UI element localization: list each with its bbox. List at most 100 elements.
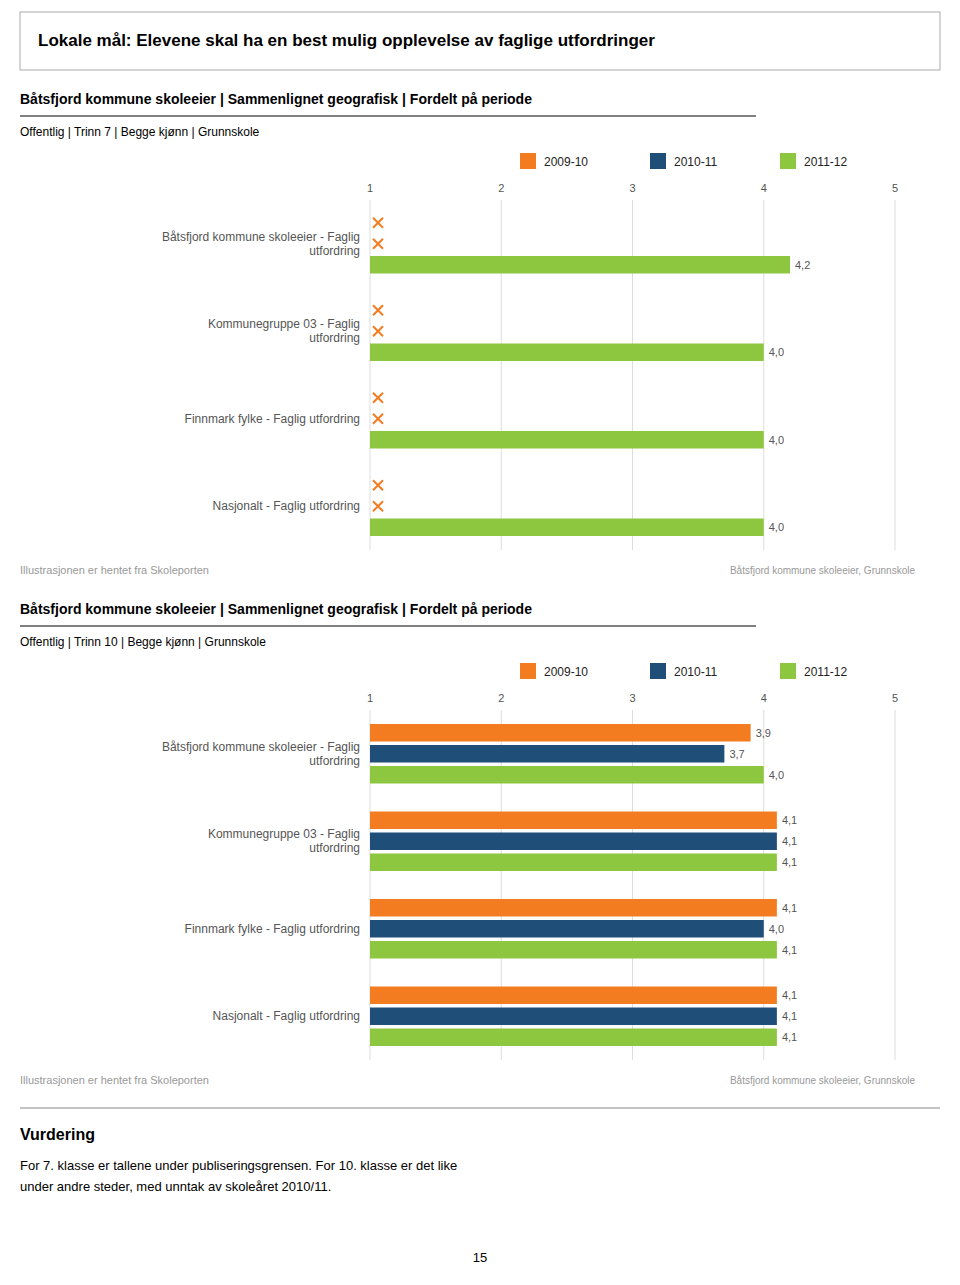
text-line: utfordring bbox=[309, 244, 360, 258]
chart-subtitle: Offentlig | Trinn 7 | Begge kjønn | Grun… bbox=[20, 125, 260, 139]
legend-swatch bbox=[650, 153, 666, 169]
separator bbox=[20, 1108, 940, 1109]
grid-line bbox=[632, 200, 633, 550]
legend-label: 2011-12 bbox=[804, 155, 847, 169]
category-label: Kommunegruppe 03 - Fagligutfordring bbox=[208, 317, 360, 345]
bars bbox=[370, 256, 790, 536]
grid-line bbox=[370, 200, 371, 550]
text-line: Kommunegruppe 03 - Faglig bbox=[208, 317, 360, 331]
text-line: utfordring bbox=[309, 331, 360, 345]
page-number: 15 bbox=[473, 1250, 487, 1265]
data-label: 4,1 bbox=[782, 856, 797, 868]
bar bbox=[370, 1029, 777, 1047]
bar bbox=[370, 987, 777, 1005]
grid-line bbox=[895, 710, 896, 1060]
data-label: 4,1 bbox=[782, 1010, 797, 1022]
watermark: Båtsfjord kommune skoleeier, Grunnskole bbox=[730, 1075, 916, 1086]
data-labels: 3,93,74,04,14,14,14,14,04,14,14,14,1 bbox=[729, 727, 797, 1044]
data-label: 4,1 bbox=[782, 902, 797, 914]
legend-label: 2010-11 bbox=[674, 155, 717, 169]
tick-label: 4 bbox=[761, 182, 767, 194]
title-rule bbox=[20, 116, 756, 117]
tick-label: 2 bbox=[498, 692, 504, 704]
category-label: Finnmark fylke - Faglig utfordring bbox=[185, 412, 360, 426]
category-label: Nasjonalt - Faglig utfordring bbox=[213, 499, 360, 513]
chart-title: Båtsfjord kommune skoleeier | Sammenlign… bbox=[20, 601, 532, 617]
grid-line bbox=[895, 200, 896, 550]
data-labels: 4,2 4,0 4,0 4,0 bbox=[373, 218, 810, 534]
source-note: Illustrasjonen er hentet fra Skoleporten bbox=[20, 564, 209, 576]
tick-label: 1 bbox=[367, 182, 373, 194]
data-label: 4,0 bbox=[769, 521, 784, 533]
missing-marker bbox=[373, 326, 383, 336]
page-title: Lokale mål: Elevene skal ha en best muli… bbox=[38, 31, 655, 50]
text-line: utfordring bbox=[309, 754, 360, 768]
grid-line bbox=[763, 200, 764, 550]
text-line: Nasjonalt - Faglig utfordring bbox=[213, 1009, 360, 1023]
category-label: Finnmark fylke - Faglig utfordring bbox=[185, 922, 360, 936]
chart-subtitle: Offentlig | Trinn 10 | Begge kjønn | Gru… bbox=[20, 635, 266, 649]
tick-label: 2 bbox=[498, 182, 504, 194]
data-label: 3,7 bbox=[729, 748, 744, 760]
x-axis: 12345 bbox=[367, 692, 898, 1060]
source-note: Illustrasjonen er hentet fra Skoleporten bbox=[20, 1074, 209, 1086]
bar bbox=[370, 812, 777, 830]
grid-line bbox=[501, 200, 502, 550]
missing-marker bbox=[373, 501, 383, 511]
legend-swatch bbox=[520, 663, 536, 679]
section-title: Vurdering bbox=[20, 1126, 95, 1143]
bar bbox=[370, 256, 790, 274]
data-label: 4,0 bbox=[769, 434, 784, 446]
tick-label: 5 bbox=[892, 692, 898, 704]
category-label: Nasjonalt - Faglig utfordring bbox=[213, 1009, 360, 1023]
legend-label: 2011-12 bbox=[804, 665, 847, 679]
bar bbox=[370, 833, 777, 851]
bar bbox=[370, 941, 777, 959]
data-label: 4,1 bbox=[782, 989, 797, 1001]
legend-label: 2010-11 bbox=[674, 665, 717, 679]
title-box bbox=[20, 12, 940, 70]
text-line: utfordring bbox=[309, 841, 360, 855]
data-label: 4,2 bbox=[795, 259, 810, 271]
bar bbox=[370, 766, 764, 784]
data-label: 4,1 bbox=[782, 835, 797, 847]
legend-swatch bbox=[780, 663, 796, 679]
data-label: 4,1 bbox=[782, 1031, 797, 1043]
category-label: Båtsfjord kommune skoleeier - Fagligutfo… bbox=[162, 740, 360, 768]
data-label: 4,1 bbox=[782, 944, 797, 956]
data-label: 4,1 bbox=[782, 814, 797, 826]
category-label: Båtsfjord kommune skoleeier - Fagligutfo… bbox=[162, 230, 360, 258]
text-line: Båtsfjord kommune skoleeier - Faglig bbox=[162, 740, 360, 754]
missing-marker bbox=[373, 218, 383, 228]
tick-label: 3 bbox=[629, 692, 635, 704]
legend-label: 2009-10 bbox=[544, 155, 588, 169]
category-label: Kommunegruppe 03 - Fagligutfordring bbox=[208, 827, 360, 855]
text-line: Finnmark fylke - Faglig utfordring bbox=[185, 412, 360, 426]
bar bbox=[370, 854, 777, 872]
missing-marker bbox=[373, 305, 383, 315]
section-text: For 7. klasse er tallene under publiseri… bbox=[20, 1158, 457, 1194]
bars bbox=[370, 724, 777, 1046]
missing-marker bbox=[373, 239, 383, 249]
tick-label: 3 bbox=[629, 182, 635, 194]
text-line: Nasjonalt - Faglig utfordring bbox=[213, 499, 360, 513]
legend-swatch bbox=[520, 153, 536, 169]
data-label: 4,0 bbox=[769, 923, 784, 935]
chart-title: Båtsfjord kommune skoleeier | Sammenlign… bbox=[20, 91, 532, 107]
text-line: Båtsfjord kommune skoleeier - Faglig bbox=[162, 230, 360, 244]
text-line: Kommunegruppe 03 - Faglig bbox=[208, 827, 360, 841]
legend: 2009-10 2010-11 2011-12 bbox=[520, 153, 847, 169]
legend-label: 2009-10 bbox=[544, 665, 588, 679]
page: Lokale mål: Elevene skal ha en best muli… bbox=[0, 0, 960, 1285]
bar bbox=[370, 344, 764, 362]
text-line: under andre steder, med unntak av skoleå… bbox=[20, 1179, 331, 1194]
tick-label: 1 bbox=[367, 692, 373, 704]
data-label: 4,0 bbox=[769, 346, 784, 358]
missing-marker bbox=[373, 393, 383, 403]
bar bbox=[370, 724, 751, 742]
bar bbox=[370, 899, 777, 917]
legend-swatch bbox=[780, 153, 796, 169]
x-axis: 12345 bbox=[367, 182, 898, 550]
bar bbox=[370, 431, 764, 449]
watermark: Båtsfjord kommune skoleeier, Grunnskole bbox=[730, 565, 916, 576]
